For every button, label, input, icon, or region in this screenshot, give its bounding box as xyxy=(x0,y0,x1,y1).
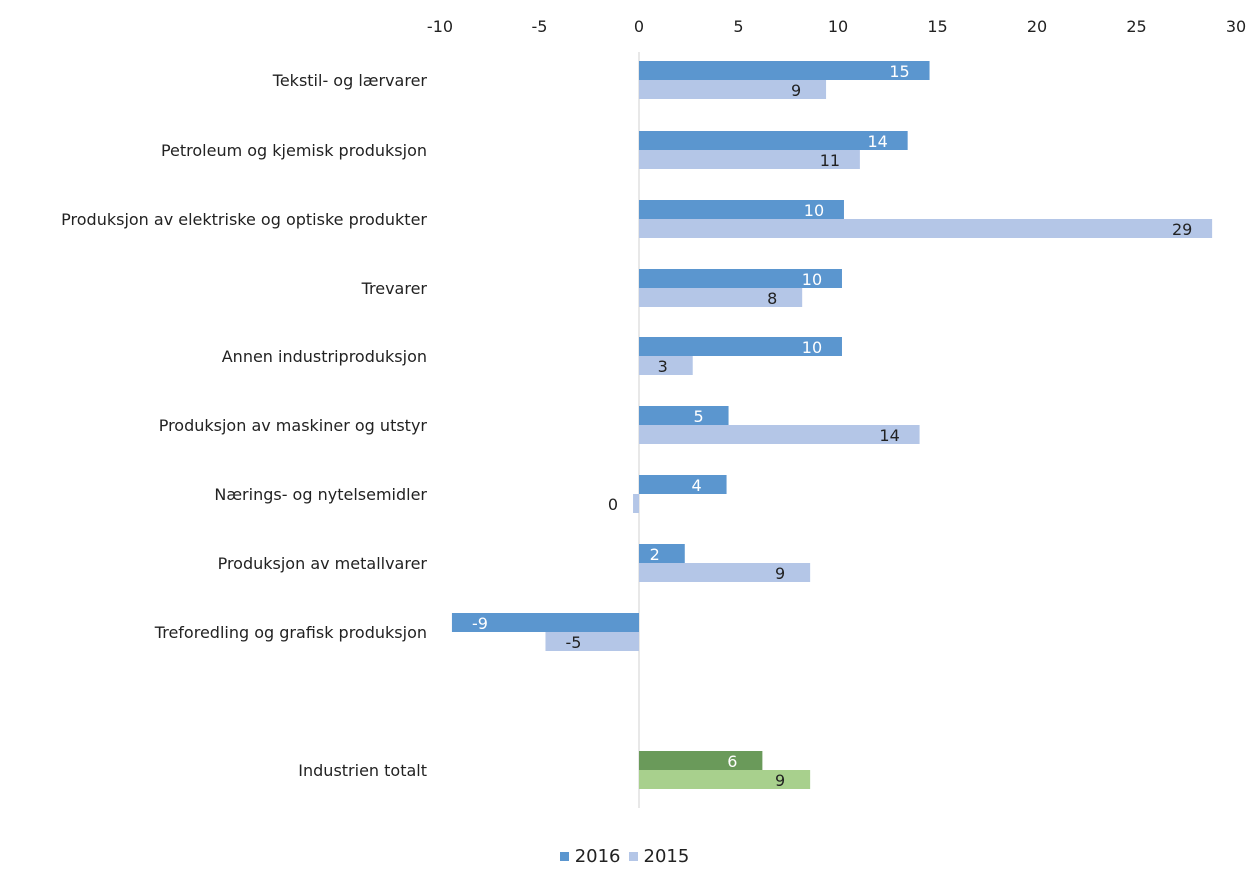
bar-2015 xyxy=(639,770,811,789)
data-label-2016: 6 xyxy=(727,752,737,771)
data-label-2015: 9 xyxy=(775,564,785,583)
legend-item-2015: 2015 xyxy=(628,846,690,867)
bar-2015 xyxy=(639,150,860,169)
data-label-2016: 5 xyxy=(693,407,703,426)
legend-label-2015: 2015 xyxy=(643,846,690,867)
x-tick-label: 15 xyxy=(927,17,947,36)
data-label-2015: -5 xyxy=(565,633,581,652)
data-label-2015: 11 xyxy=(820,151,840,170)
data-label-2015: 9 xyxy=(791,81,801,100)
category-label: Treforedling og grafisk produksjon xyxy=(154,623,427,642)
legend-swatch-2016 xyxy=(559,852,569,861)
data-label-2015: 9 xyxy=(775,771,785,790)
data-label-2016: 14 xyxy=(867,132,887,151)
category-label: Annen industriproduksjon xyxy=(222,347,427,366)
data-label-2016: -9 xyxy=(472,614,488,633)
bar-2015 xyxy=(639,80,827,99)
bar-2016 xyxy=(639,269,842,288)
legend-label-2016: 2016 xyxy=(574,846,621,867)
x-tick-label: 25 xyxy=(1126,17,1146,36)
data-labels: 15 14 10 10 10 5 4 2 -9 6 9 11 29 8 3 14 0 9 -5 9 xyxy=(472,62,1192,790)
legend: 2016 2015 xyxy=(0,846,1249,867)
data-label-2016: 10 xyxy=(802,338,822,357)
bar-2015 xyxy=(639,356,693,375)
legend-swatch-2015 xyxy=(628,852,638,861)
x-tick-label: 10 xyxy=(828,17,848,36)
category-label: Nærings- og nytelsemidler xyxy=(214,485,427,504)
category-label: Produksjon av metallvarer xyxy=(218,554,428,573)
bar-2016 xyxy=(639,751,763,770)
data-label-2015: 8 xyxy=(767,289,777,308)
data-label-2015: 3 xyxy=(658,357,668,376)
bar-2016 xyxy=(639,131,908,150)
bar-2016 xyxy=(639,406,729,425)
bar-2016 xyxy=(451,613,639,632)
category-label: Produksjon av elektriske og optiske prod… xyxy=(61,210,427,229)
bar-2016 xyxy=(639,337,842,356)
data-label-2016: 10 xyxy=(802,270,822,289)
bar-2015 xyxy=(639,219,1213,238)
bar-2015 xyxy=(639,563,811,582)
x-tick-label: -10 xyxy=(427,17,453,36)
x-axis-ticks: -10 -5 0 5 10 15 20 25 30 xyxy=(427,17,1246,36)
bars xyxy=(451,61,1213,789)
bar-2015 xyxy=(633,494,639,513)
x-tick-label: -5 xyxy=(532,17,548,36)
category-label: Industrien totalt xyxy=(298,761,427,780)
x-tick-label: 5 xyxy=(733,17,743,36)
bar-2016 xyxy=(639,200,844,219)
bar-2016 xyxy=(639,475,727,494)
bar-2015 xyxy=(639,288,803,307)
category-label: Petroleum og kjemisk produksjon xyxy=(161,141,427,160)
category-labels: Tekstil- og lærvarer Petroleum og kjemisk… xyxy=(61,71,427,780)
x-tick-label: 20 xyxy=(1027,17,1047,36)
data-label-2016: 10 xyxy=(804,201,824,220)
data-label-2015: 29 xyxy=(1172,220,1192,239)
bar-2016 xyxy=(639,61,930,80)
category-label: Trevarer xyxy=(361,279,428,298)
data-label-2015: 14 xyxy=(879,426,899,445)
category-label: Produksjon av maskiner og utstyr xyxy=(159,416,428,435)
x-tick-label: 0 xyxy=(634,17,644,36)
bar-2015 xyxy=(639,425,920,444)
data-label-2015: 0 xyxy=(608,495,618,514)
category-label: Tekstil- og lærvarer xyxy=(272,71,428,90)
data-label-2016: 15 xyxy=(889,62,909,81)
data-label-2016: 2 xyxy=(650,545,660,564)
legend-item-2016: 2016 xyxy=(559,846,621,867)
x-tick-label: 30 xyxy=(1226,17,1246,36)
data-label-2016: 4 xyxy=(691,476,701,495)
bar-2015 xyxy=(545,632,639,651)
bar-2016 xyxy=(639,544,685,563)
